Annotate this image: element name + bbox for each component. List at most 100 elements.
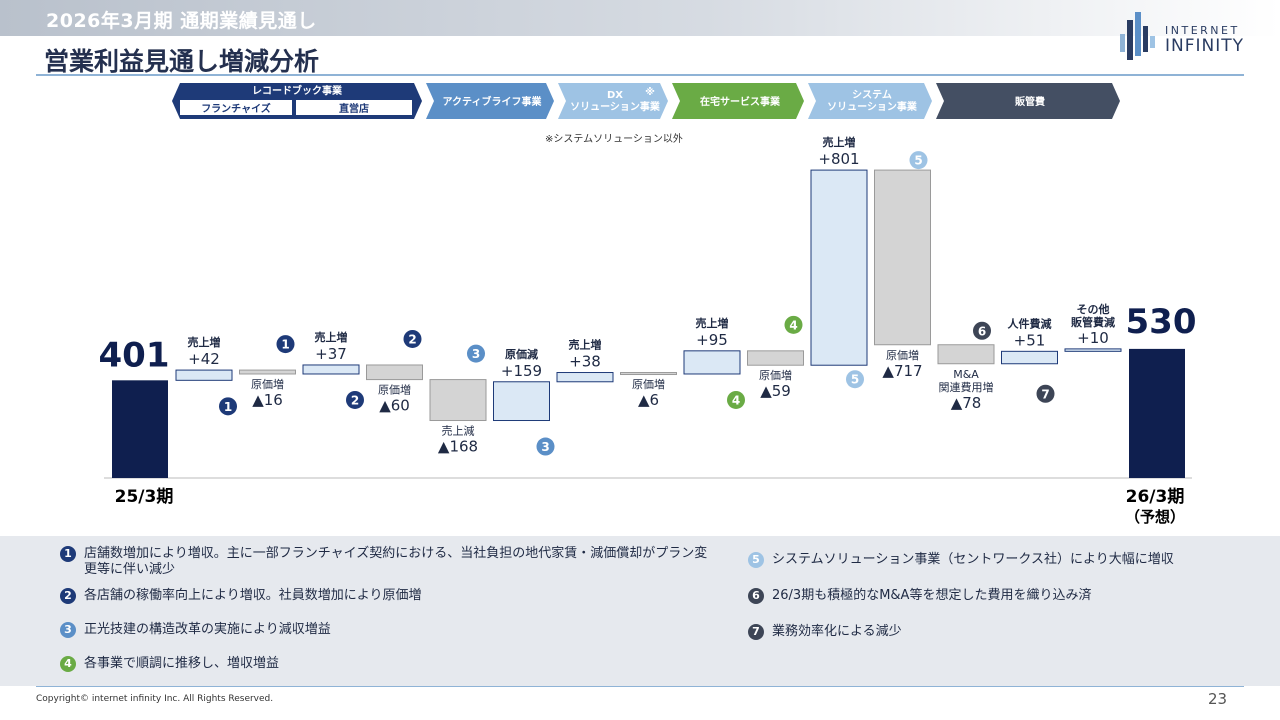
note-number-icon: 7 xyxy=(748,624,764,640)
increase-bar xyxy=(810,169,868,366)
step-badge-icon xyxy=(467,344,485,363)
logo-text-top: INTERNET xyxy=(1165,24,1240,37)
step-value: ▲59 xyxy=(760,382,791,400)
step-badge-icon xyxy=(219,397,237,416)
note-text: システムソリューション事業（セントワークス社）により大幅に増収 xyxy=(772,552,1174,567)
segment-sub-box xyxy=(296,100,412,115)
decrease-bar xyxy=(874,169,931,346)
step-label: M&A 関連費用増 xyxy=(939,368,994,394)
note-text: 店舗数増加により増収。主に一部フランチャイズ契約における、当社負担の地代家賃・減… xyxy=(84,546,708,577)
copyright: Copyright© internet infinity Inc. All Ri… xyxy=(36,694,274,704)
step-badge-icon xyxy=(727,390,745,409)
step-label: 売上増 xyxy=(823,135,856,149)
segment-sub-label: フランチャイズ xyxy=(201,102,271,115)
decrease-bar xyxy=(937,344,995,365)
step-badge-number: 2 xyxy=(351,393,359,407)
top-title: 2026年3月期 通期業績見通し xyxy=(46,10,317,32)
note-item: 3 正光技建の構造改革の実施により減収増益 xyxy=(60,622,720,638)
note-item: 6 26/3期も積極的なM&A等を想定した費用を織り込み済 xyxy=(748,588,1208,604)
step-value: +37 xyxy=(315,345,347,363)
step-label: 売上減 xyxy=(442,424,475,438)
step-value: +95 xyxy=(696,331,728,349)
segment-chevron xyxy=(672,83,804,119)
title-divider xyxy=(36,74,1244,76)
end-category-sublabel: （予想） xyxy=(1125,508,1185,526)
step-value: +51 xyxy=(1014,331,1046,349)
step-value: ▲16 xyxy=(252,391,283,409)
note-number-icon: 3 xyxy=(60,622,76,638)
step-value: +801 xyxy=(818,150,859,168)
end-bar xyxy=(1129,348,1185,478)
decrease-bar xyxy=(429,379,487,422)
segment-mark: ※ xyxy=(645,86,655,98)
step-badge-icon xyxy=(909,151,928,170)
step-badge-icon xyxy=(784,315,803,334)
increase-bar xyxy=(493,381,550,422)
step-value: ▲717 xyxy=(882,362,922,380)
page-number: 23 xyxy=(1208,690,1228,708)
start-category-label: 25/3期 xyxy=(115,487,174,507)
logo-text-bottom: INFINITY xyxy=(1165,36,1245,56)
note-number-icon: 4 xyxy=(60,656,76,672)
step-badge-number: 7 xyxy=(1041,387,1049,401)
segment-chevron xyxy=(936,83,1120,119)
step-label: 原価増 xyxy=(886,349,919,362)
segment-label: 販管費 xyxy=(1015,95,1045,108)
company-logo-icon xyxy=(1120,12,1155,60)
step-value: +42 xyxy=(188,350,220,368)
note-text: 業務効率化による減少 xyxy=(772,624,902,639)
note-text: 各店舗の稼働率向上により増収。社員数増加により原価増 xyxy=(84,588,422,603)
step-badge-number: 1 xyxy=(224,400,232,414)
step-label: 原価増 xyxy=(759,369,792,382)
note-number-icon: 6 xyxy=(748,588,764,604)
note-number-icon: 5 xyxy=(748,552,764,568)
step-label: 売上増 xyxy=(696,316,729,330)
increase-bar xyxy=(175,369,233,381)
increase-bar xyxy=(556,372,614,383)
step-badge-icon xyxy=(973,321,991,340)
step-badge-number: 4 xyxy=(789,318,797,332)
note-text: 正光技建の構造改革の実施により減収増益 xyxy=(84,622,331,637)
note-item: 4 各事業で順調に推移し、増収増益 xyxy=(60,656,720,672)
segment-label: アクティブライフ事業 xyxy=(443,95,543,108)
note-item: 7 業務効率化による減少 xyxy=(748,624,1208,640)
segment-label: レコードブック事業 xyxy=(252,84,343,97)
step-label: 原価減 xyxy=(505,347,538,361)
notes-panel xyxy=(0,536,1280,686)
step-badge-number: 4 xyxy=(732,393,740,407)
step-label: 売上増 xyxy=(188,335,221,349)
step-badge-number: 5 xyxy=(914,154,922,168)
step-value: +38 xyxy=(569,353,601,371)
step-label: 原価増 xyxy=(378,384,411,397)
step-label: 人件費減 xyxy=(1008,316,1052,330)
note-item: 5 システムソリューション事業（セントワークス社）により大幅に増収 xyxy=(748,552,1208,568)
step-label: 売上増 xyxy=(569,338,602,352)
step-badge-number: 3 xyxy=(472,347,480,361)
footer-divider xyxy=(36,686,1244,687)
top-banner: 2026年3月期 通期業績見通し xyxy=(0,0,1280,36)
end-value-label: 530 xyxy=(1126,302,1197,342)
segment-chevron xyxy=(808,83,932,119)
note-item: 2 各店舗の稼働率向上により増収。社員数増加により原価増 xyxy=(60,588,720,604)
step-value: ▲78 xyxy=(951,394,982,412)
segment-chevron xyxy=(426,83,554,119)
segment-label: DX ソリューション事業 xyxy=(570,90,661,113)
segment-label: 在宅サービス事業 xyxy=(700,95,781,108)
increase-bar xyxy=(302,364,360,375)
step-badge-icon xyxy=(346,390,364,409)
increase-bar xyxy=(1064,348,1122,352)
step-badge-number: 5 xyxy=(851,373,859,387)
chart-note: ※システムソリューション以外 xyxy=(545,133,683,145)
step-value: ▲168 xyxy=(438,438,478,456)
step-badge-icon xyxy=(403,329,422,348)
note-text: 26/3期も積極的なM&A等を想定した費用を織り込み済 xyxy=(772,588,1092,603)
step-badge-number: 3 xyxy=(541,440,549,454)
page-title: 営業利益見通し増減分析 xyxy=(44,47,320,76)
step-badge-icon xyxy=(1036,384,1055,403)
step-label: 売上増 xyxy=(315,330,348,344)
decrease-bar xyxy=(239,369,296,375)
note-number-icon: 2 xyxy=(60,588,76,604)
step-badge-number: 2 xyxy=(408,332,416,346)
step-badge-number: 6 xyxy=(978,324,986,338)
start-bar xyxy=(112,380,168,478)
